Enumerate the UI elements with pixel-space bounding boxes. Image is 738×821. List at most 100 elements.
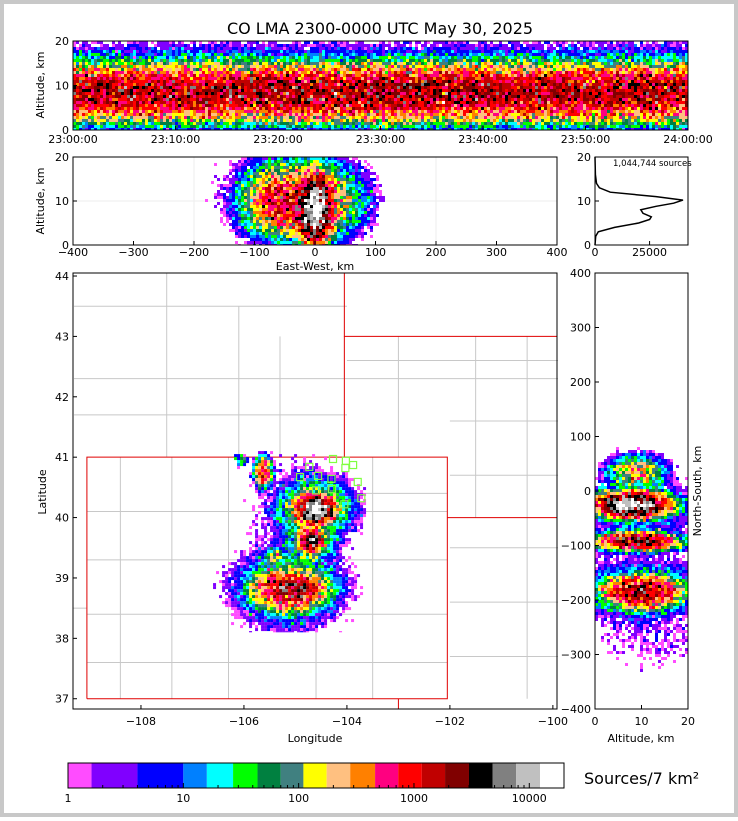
density-cell [85,98,88,101]
density-cell [304,77,307,80]
density-cell [679,92,682,95]
density-cell [178,74,181,77]
density-cell [286,44,289,47]
density-cell [499,89,502,92]
density-cell [535,86,538,89]
density-cell [439,89,442,92]
density-cell [121,62,124,65]
density-cell [568,68,571,71]
density-cell [100,50,103,53]
density-cell [577,92,580,95]
density-cell [574,59,577,62]
density-cell [133,53,136,56]
density-cell [430,89,433,92]
density-cell [505,98,508,101]
density-cell [223,110,226,113]
density-cell [361,104,364,107]
density-cell [340,77,343,80]
density-cell [625,56,628,59]
density-cell [160,98,163,101]
density-cell [463,104,466,107]
density-cell [208,62,211,65]
density-cell [439,98,442,101]
density-cell [664,95,667,98]
density-cell [235,53,238,56]
density-cell [670,86,673,89]
density-cell [184,56,187,59]
density-cell [394,71,397,74]
density-cell [310,104,313,107]
density-cell [370,77,373,80]
density-cell [349,59,352,62]
density-cell [223,92,226,95]
density-cell [112,77,115,80]
density-cell [277,86,280,89]
density-cell [655,77,658,80]
density-cell [151,89,154,92]
density-cell [628,98,631,101]
density-cell [229,50,232,53]
density-cell [166,104,169,107]
density-cell [448,59,451,62]
density-cell [334,44,337,47]
density-cell [355,89,358,92]
density-cell [154,47,157,50]
density-cell [418,92,421,95]
density-cell [226,41,229,44]
density-cell [502,50,505,53]
density-cell [502,104,505,107]
density-cell [592,86,595,89]
density-cell [283,80,286,83]
density-cell [349,71,352,74]
density-cell [460,113,463,116]
density-cell [142,113,145,116]
density-cell [424,59,427,62]
density-cell [163,50,166,53]
density-cell [463,77,466,80]
density-cell [526,98,529,101]
density-cell [493,56,496,59]
density-cell [145,74,148,77]
density-cell [550,65,553,68]
density-cell [442,89,445,92]
density-cell [100,59,103,62]
density-cell [301,56,304,59]
density-cell [193,98,196,101]
density-cell [196,98,199,101]
density-cell [532,86,535,89]
density-cell [667,71,670,74]
density-cell [343,65,346,68]
density-cell [193,47,196,50]
density-cell [622,50,625,53]
density-cell [88,92,91,95]
density-cell [538,53,541,56]
density-cell [274,56,277,59]
density-cell [490,83,493,86]
density-cell [253,65,256,68]
density-cell [142,47,145,50]
density-cell [289,80,292,83]
density-cell [253,101,256,104]
density-cell [655,107,658,110]
density-cell [430,98,433,101]
density-cell [595,56,598,59]
density-cell [610,65,613,68]
density-cell [430,101,433,104]
density-cell [298,110,301,113]
density-cell [532,98,535,101]
density-cell [271,110,274,113]
density-cell [184,50,187,53]
density-cell [400,74,403,77]
density-cell [598,47,601,50]
density-cell [271,98,274,101]
density-cell [202,80,205,83]
density-cell [265,50,268,53]
density-cell [280,98,283,101]
density-cell [484,74,487,77]
density-cell [640,92,643,95]
density-cell [562,41,565,44]
density-cell [316,71,319,74]
density-cell [604,104,607,107]
density-cell [124,83,127,86]
density-cell [658,74,661,77]
